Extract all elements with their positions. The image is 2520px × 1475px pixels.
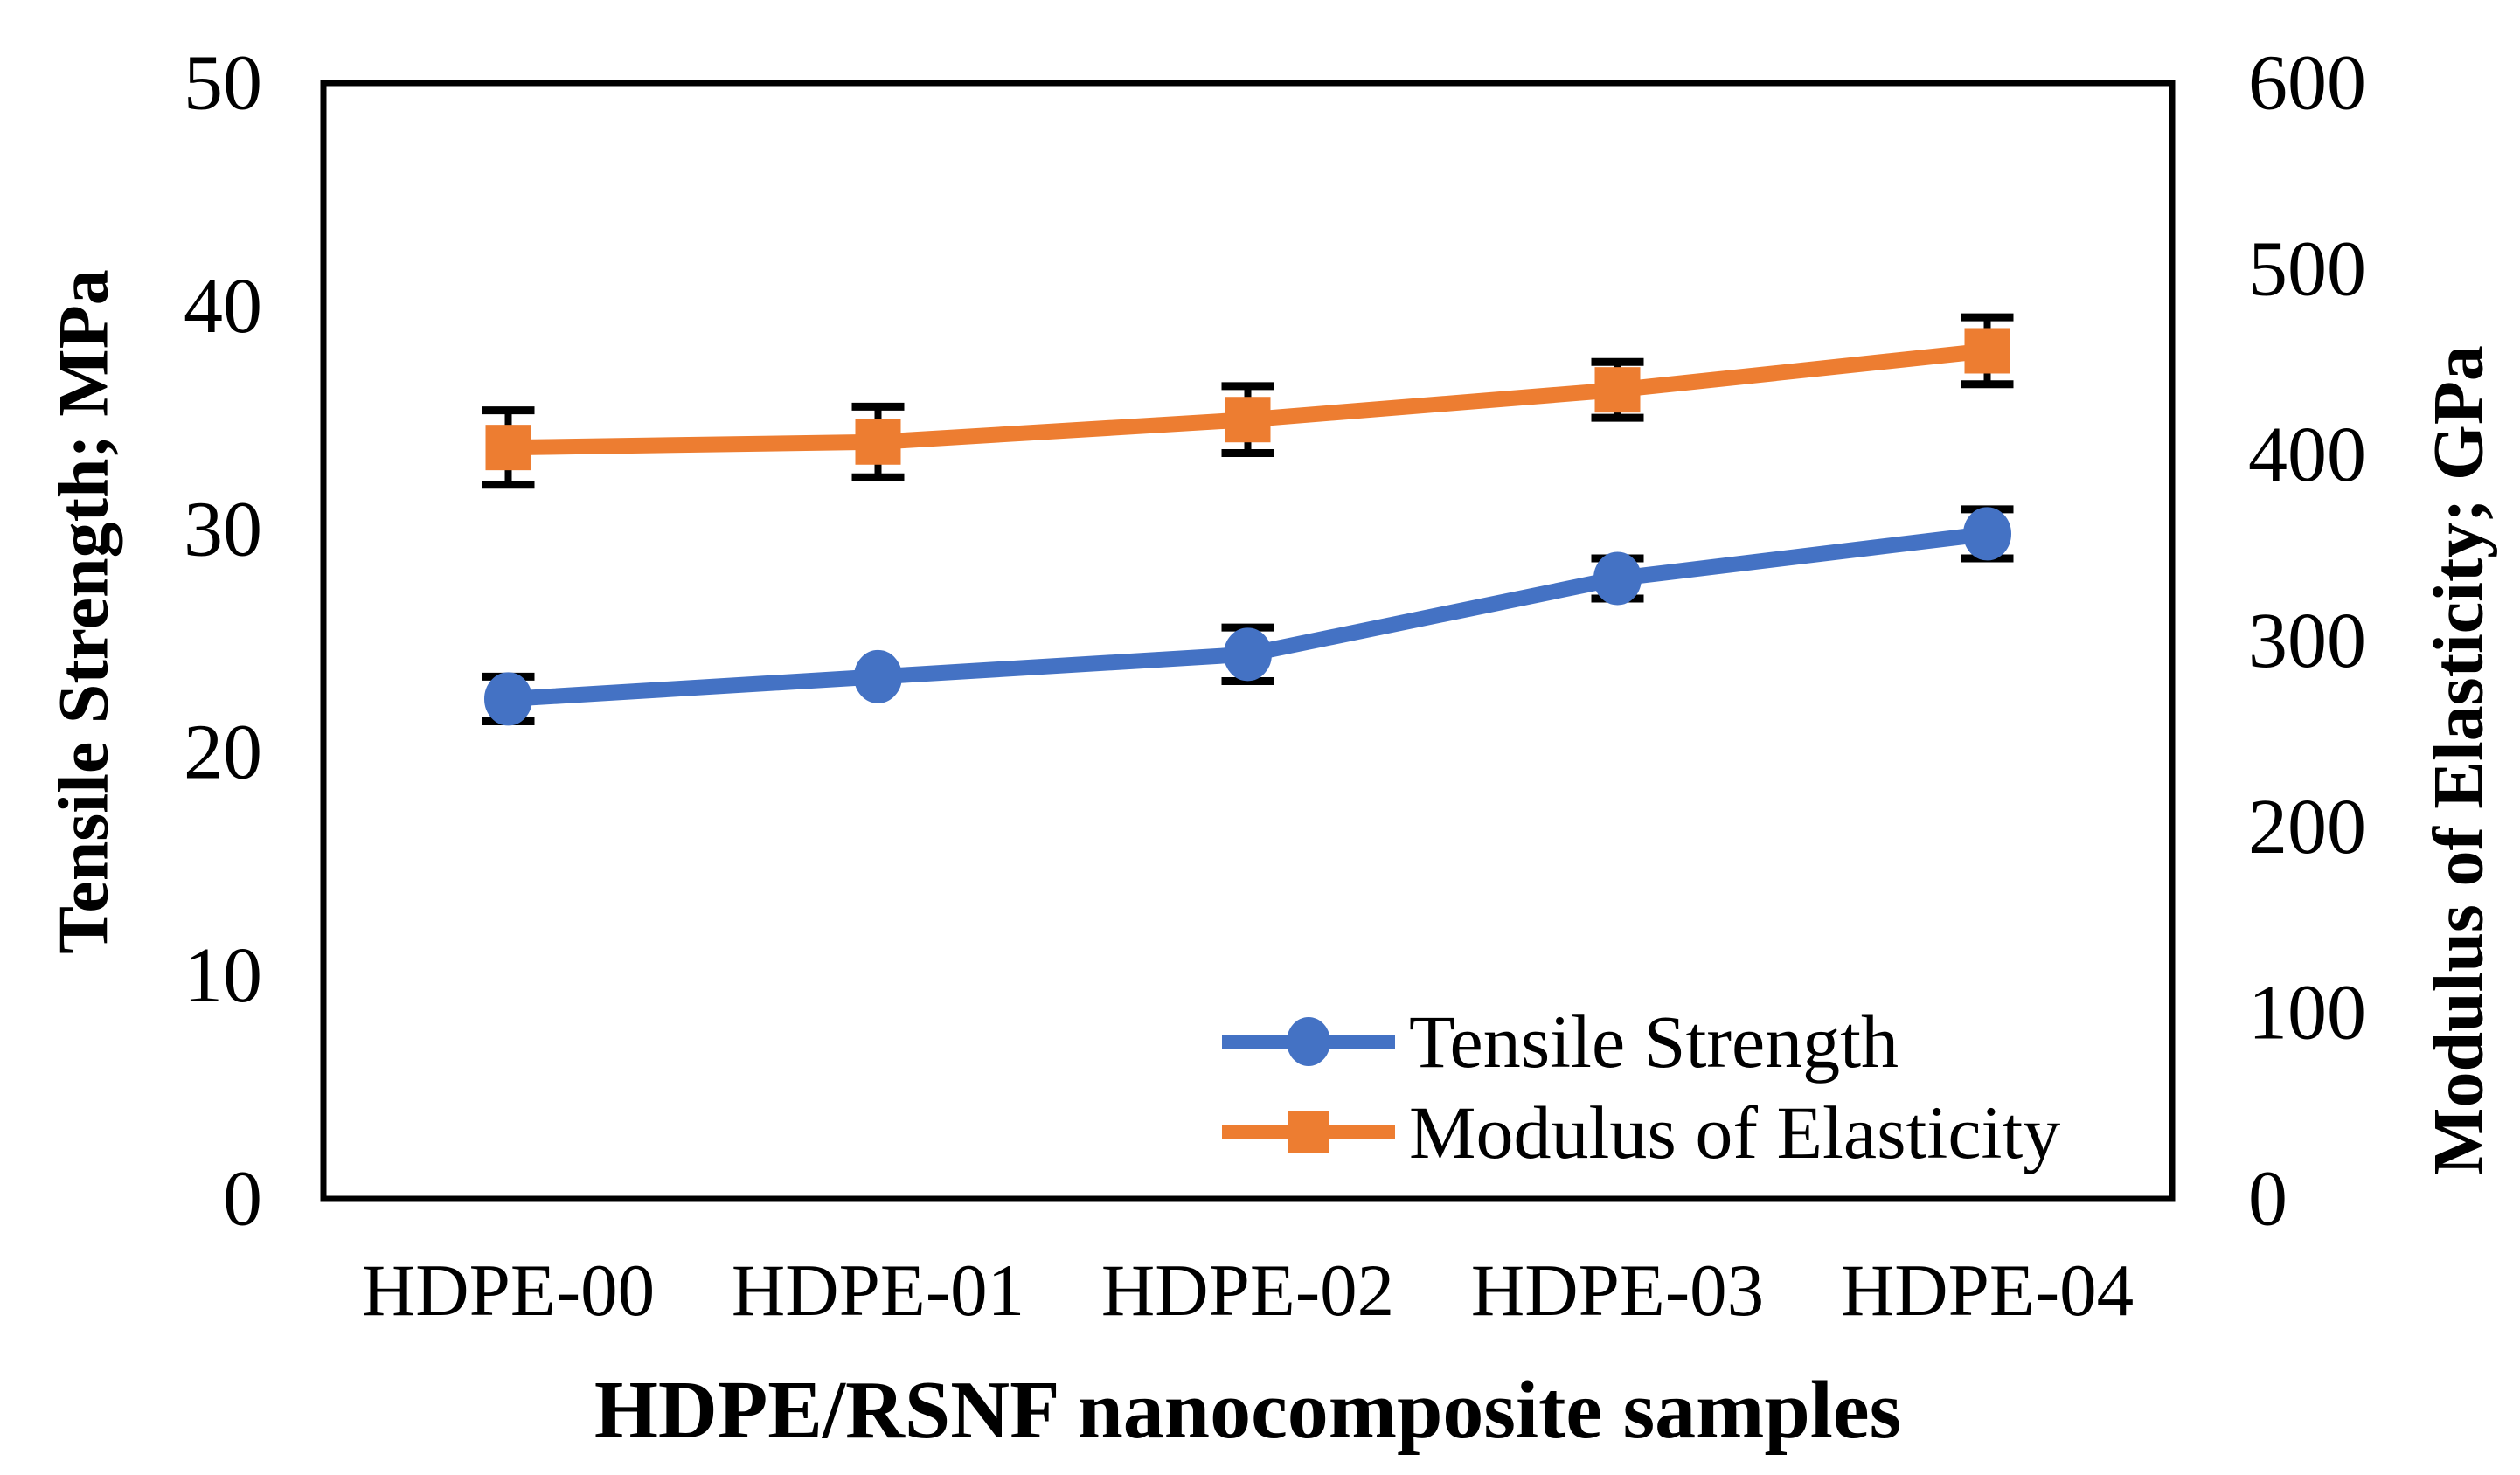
y-axis-right-tick-label: 600 xyxy=(2248,40,2366,127)
legend-label-tensile-strength: Tensile Strength xyxy=(1409,1000,1899,1084)
series-tensile-strength xyxy=(484,507,2011,726)
legend-item-tensile-strength: Tensile Strength xyxy=(1222,1000,1899,1084)
y-axis-right: 0 100 200 300 400 500 600 xyxy=(2248,40,2366,1243)
x-axis-category-label: HDPE-04 xyxy=(1841,1250,2134,1332)
y-axis-left-tick-label: 10 xyxy=(184,932,262,1019)
legend-marker-circle xyxy=(1287,1017,1330,1066)
y-axis-right-tick-label: 0 xyxy=(2248,1156,2287,1243)
x-axis-category-label: HDPE-02 xyxy=(1101,1250,1394,1332)
x-axis: HDPE-00 HDPE-01 HDPE-02 HDPE-03 HDPE-04 xyxy=(362,1250,2134,1332)
legend-marker-square xyxy=(1288,1111,1329,1153)
data-point-marker xyxy=(485,425,531,471)
data-point-marker xyxy=(1224,627,1272,682)
legend-label-modulus-of-elasticity: Modulus of Elasticity xyxy=(1409,1091,2060,1174)
x-axis-title: HDPE/RSNF nanocomposite samples xyxy=(594,1365,1901,1456)
x-axis-category-label: HDPE-00 xyxy=(362,1250,655,1332)
y-axis-left: 0 10 20 30 40 50 xyxy=(184,40,262,1243)
y-axis-left-tick-label: 50 xyxy=(184,40,262,127)
y-axis-right-title: Modulus of Elasticity; GPa xyxy=(2419,345,2498,1175)
y-axis-right-tick-label: 500 xyxy=(2248,225,2366,312)
x-axis-category-label: HDPE-01 xyxy=(732,1250,1024,1332)
plot-border xyxy=(320,80,2176,1202)
data-point-marker xyxy=(1594,367,1641,413)
y-axis-left-tick-label: 30 xyxy=(184,486,262,572)
y-axis-left-tick-label: 0 xyxy=(223,1156,262,1243)
x-axis-category-label: HDPE-03 xyxy=(1471,1250,1764,1332)
data-point-marker xyxy=(1225,397,1271,443)
data-point-marker xyxy=(1963,507,2011,561)
y-axis-right-tick-label: 400 xyxy=(2248,412,2366,498)
y-axis-right-tick-label: 300 xyxy=(2248,598,2366,684)
y-axis-left-tick-label: 20 xyxy=(184,710,262,796)
data-point-marker xyxy=(1964,328,2010,374)
y-axis-right-tick-label: 100 xyxy=(2248,970,2366,1056)
y-axis-left-title: Tensile Strength; MPa xyxy=(44,269,123,954)
y-axis-left-tick-label: 40 xyxy=(184,263,262,350)
data-point-marker xyxy=(855,419,901,465)
data-point-marker xyxy=(484,672,532,726)
legend-item-modulus-of-elasticity: Modulus of Elasticity xyxy=(1222,1091,2060,1174)
series-modulus-of-elasticity xyxy=(485,328,2010,471)
data-point-marker xyxy=(1593,551,1642,606)
y-axis-right-tick-label: 200 xyxy=(2248,784,2366,870)
data-point-marker xyxy=(854,649,902,703)
